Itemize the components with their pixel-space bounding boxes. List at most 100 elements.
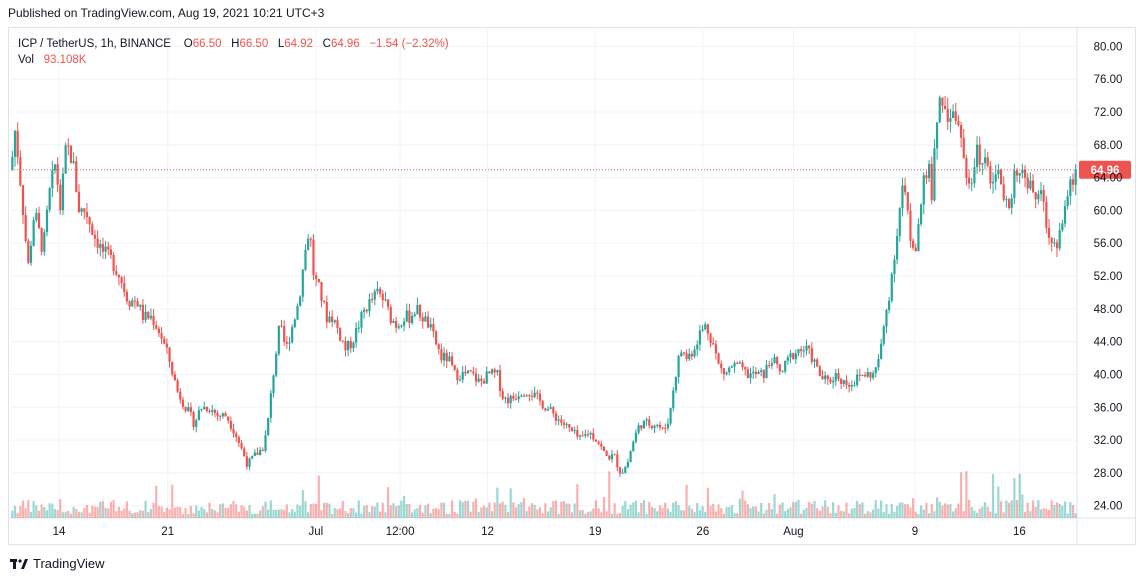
candle-body (1034, 192, 1037, 200)
candle-body (336, 320, 339, 328)
candle-body (760, 370, 763, 372)
footer-brand[interactable]: TradingView (10, 556, 105, 571)
candle-body (701, 329, 704, 331)
volume-bar (504, 504, 507, 518)
candle-body (549, 407, 552, 410)
candle-body (317, 278, 320, 283)
volume-bar (176, 506, 179, 518)
volume-bar (645, 513, 648, 518)
candle-body (592, 432, 595, 440)
candle-body (64, 145, 67, 174)
candle-body (410, 316, 414, 324)
price-tick-label: 80.00 (1094, 41, 1123, 53)
candle-body (730, 366, 733, 368)
candlestick-chart[interactable]: 64.96 24.00 28.00 32.00 36.00 40.00 44.00 48.0… (9, 28, 1135, 544)
volume-bar (781, 502, 784, 518)
volume-bar (744, 500, 747, 518)
volume-bar (155, 485, 158, 518)
candle-body (101, 243, 105, 252)
chart-frame[interactable]: 64.96 24.00 28.00 32.00 36.00 40.00 44.00 48.0… (8, 27, 1136, 545)
candle-body (56, 164, 59, 185)
candle-body (650, 425, 654, 428)
volume-bar (32, 501, 35, 518)
candle-body (991, 181, 995, 184)
candle-body (221, 413, 224, 417)
candle-body (72, 161, 75, 163)
candle-body (498, 370, 502, 392)
volume-bar (136, 512, 139, 518)
candle-body (951, 111, 955, 119)
volume-bar (600, 512, 603, 518)
candle-body (165, 343, 169, 348)
volume-bar (904, 504, 907, 518)
candle-body (323, 300, 326, 303)
candle-body (874, 367, 877, 374)
candle-body (861, 374, 864, 376)
candle-body (693, 349, 696, 357)
candle-body (514, 398, 518, 400)
candle-body (296, 305, 299, 320)
volume-bar (171, 484, 174, 518)
volume-bar (280, 509, 283, 518)
candle-body (264, 435, 267, 451)
volume-bar (704, 511, 707, 518)
candle-body (259, 450, 262, 455)
candle-body (568, 424, 571, 428)
candle-body (237, 437, 240, 443)
candle-body (504, 397, 507, 399)
candle-body (48, 188, 51, 210)
volume-bar (197, 510, 200, 518)
volume-bar (480, 507, 483, 518)
volume-bar (909, 507, 912, 518)
volume-bar (128, 510, 131, 518)
candle-body (256, 452, 259, 455)
candle-body (781, 371, 784, 373)
volume-bar (837, 505, 840, 518)
candle-body (970, 183, 973, 185)
candle-body (712, 342, 715, 345)
volume-bar (957, 503, 960, 518)
volume-bar (275, 509, 278, 518)
candle-body (197, 410, 200, 421)
candle-body (669, 408, 672, 424)
volume-bar (131, 513, 134, 518)
volume-bar (706, 487, 709, 518)
candle-body (725, 372, 728, 375)
volume-bar (967, 499, 971, 518)
volume-bar (1013, 478, 1016, 518)
candle-body (440, 349, 443, 361)
volume-bar (35, 505, 38, 518)
volume-bar (256, 513, 259, 518)
volume-bar (64, 511, 67, 518)
volume-bar (962, 510, 965, 518)
volume-bar (538, 507, 542, 518)
legend-high-value: 66.50 (239, 38, 269, 50)
volume-bar (144, 500, 147, 518)
volume-bar (797, 500, 800, 518)
volume-bar (331, 513, 334, 518)
candle-body (698, 330, 702, 345)
candle-body (613, 454, 616, 456)
candle-body (1071, 179, 1075, 185)
volume-bar (893, 511, 896, 518)
volume-bar (549, 507, 552, 518)
candle-body (253, 452, 256, 456)
candle-body (722, 368, 725, 375)
volume-bar (179, 507, 182, 518)
candle-body (376, 288, 379, 292)
price-tick-label: 36.00 (1094, 402, 1123, 414)
volume-bar (312, 503, 315, 518)
candle-body (69, 145, 73, 163)
volume-bar (16, 512, 19, 518)
volume-bar (80, 512, 83, 518)
candle-body (512, 395, 515, 399)
volume-bar (147, 512, 150, 518)
volume-bar (530, 503, 534, 518)
candle-body (565, 424, 568, 426)
candle-body (1015, 170, 1019, 176)
volume-bar (914, 511, 917, 518)
candle-body (339, 327, 342, 341)
candle-body (586, 434, 590, 436)
candle-body (195, 420, 198, 427)
candle-body (251, 455, 254, 459)
